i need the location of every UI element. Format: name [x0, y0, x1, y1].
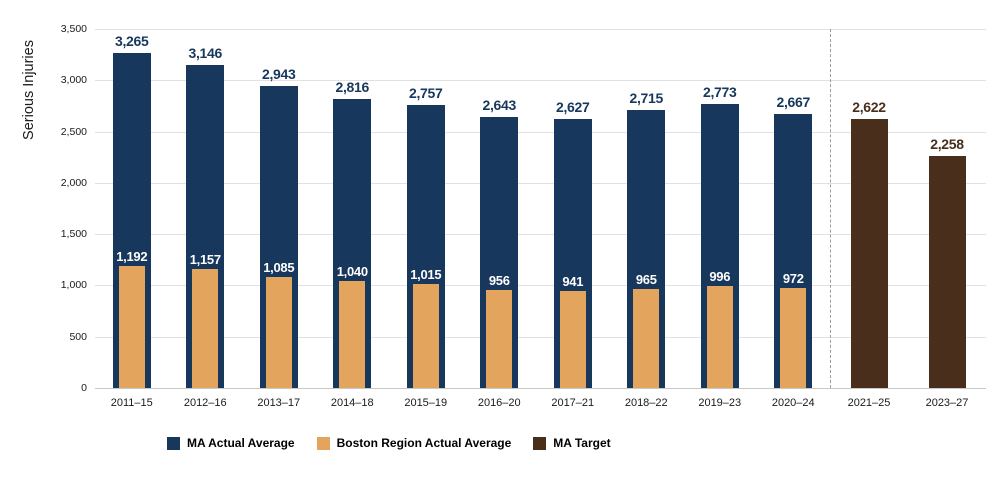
x-tick-label: 2018–22: [624, 397, 668, 409]
value-label-boston-actual: 1,015: [410, 266, 442, 282]
legend-item: MA Actual Average: [167, 436, 295, 450]
gridline-3500: [95, 29, 986, 30]
x-tick-label: 2020–24: [771, 397, 815, 409]
value-label-ma-actual: 2,773: [702, 83, 737, 100]
gridline-500: [95, 336, 986, 338]
target-separator-dashed-line: [830, 29, 831, 388]
legend-label: MA Target: [553, 436, 611, 450]
bar-boston-actual: [633, 289, 660, 388]
bar-boston-actual: [192, 269, 219, 388]
legend: MA Actual Average Boston Region Actual Av…: [167, 436, 611, 450]
value-label-ma-target: 2,622: [852, 99, 886, 116]
x-tick-label: 2013–17: [257, 397, 301, 409]
legend-swatch-icon: [533, 436, 547, 450]
bar-ma-target: [850, 119, 888, 388]
x-tick-label: 2017–21: [551, 397, 595, 409]
value-label-ma-actual: 3,146: [188, 45, 223, 62]
bar-ma-target: [928, 156, 966, 388]
y-tick-label: 3,500: [60, 23, 87, 35]
value-label-ma-actual: 3,265: [114, 33, 149, 50]
value-label-boston-actual: 972: [782, 271, 804, 287]
legend-swatch-icon: [167, 436, 180, 450]
value-label-ma-actual: 2,643: [482, 96, 517, 113]
legend-item: Boston Region Actual Average: [316, 436, 512, 450]
gridline-2000: [95, 182, 986, 184]
value-label-ma-target: 2,258: [930, 136, 964, 153]
value-label-boston-actual: 1,157: [189, 252, 221, 268]
value-label-ma-actual: 2,627: [555, 98, 590, 115]
bar-boston-actual: [486, 289, 513, 388]
legend-item: MA Target: [533, 436, 611, 450]
bar-boston-actual: [412, 283, 439, 388]
x-tick-label: 2015–19: [404, 397, 448, 409]
value-label-ma-actual: 2,715: [629, 89, 664, 106]
value-label-boston-actual: 1,085: [263, 259, 295, 275]
legend-swatch-icon: [316, 436, 330, 450]
x-tick-label: 2016–20: [477, 397, 521, 409]
gridline-1000: [95, 285, 986, 287]
y-tick-label: 1,500: [60, 228, 87, 241]
value-label-ma-actual: 2,816: [335, 79, 370, 96]
value-label-ma-actual: 2,757: [408, 85, 443, 102]
value-label-ma-actual: 2,667: [776, 94, 811, 111]
y-tick-label: 500: [69, 330, 87, 343]
bar-boston-actual: [339, 281, 366, 388]
x-tick-label: 2023–27: [925, 397, 969, 409]
legend-label: Boston Region Actual Average: [336, 436, 512, 450]
x-tick-label: 2021–25: [847, 397, 891, 409]
value-label-ma-actual: 2,943: [261, 66, 296, 83]
bar-boston-actual: [706, 285, 733, 388]
value-label-boston-actual: 965: [635, 272, 657, 288]
y-tick-label: 0: [81, 382, 87, 394]
bar-boston-actual: [780, 288, 807, 388]
legend-label: MA Actual Average: [187, 436, 295, 450]
y-tick-label: 2,500: [60, 125, 87, 138]
x-tick-label: 2011–15: [110, 397, 153, 409]
gridline-2500: [95, 131, 986, 133]
value-label-boston-actual: 956: [488, 272, 510, 288]
x-tick-label: 2012–16: [183, 397, 227, 409]
y-tick-label: 2,000: [60, 176, 87, 189]
gridline-3000: [95, 80, 986, 82]
x-tick-label: 2014–18: [330, 397, 374, 409]
value-label-boston-actual: 1,192: [116, 248, 148, 264]
gridline-0: [95, 388, 986, 389]
value-label-boston-actual: 996: [709, 268, 731, 284]
value-label-boston-actual: 1,040: [336, 264, 368, 280]
bar-boston-actual: [559, 291, 586, 388]
bar-boston-actual: [265, 276, 292, 388]
bar-boston-actual: [118, 265, 145, 388]
gridline-1500: [95, 234, 986, 236]
value-label-boston-actual: 941: [562, 274, 584, 290]
x-tick-label: 2019–23: [698, 397, 742, 409]
y-tick-label: 1,000: [60, 279, 87, 292]
y-tick-label: 3,000: [60, 74, 87, 87]
